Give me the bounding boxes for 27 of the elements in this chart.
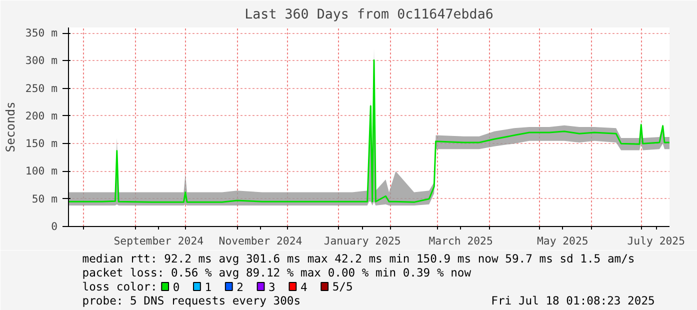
x-tick-label: November 2024 <box>218 234 302 248</box>
text: packet loss: 0.56 % avg 89.12 % max 0.00 % min 0.39 % now <box>82 266 472 280</box>
x-tick-label: January 2025 <box>324 234 401 248</box>
legend-label: 0 <box>172 280 180 294</box>
x-tick-label: May 2025 <box>536 234 588 248</box>
chart-title: Last 360 Days from 0c11647ebda6 <box>244 8 494 22</box>
legend-label: 1 <box>204 280 212 294</box>
y-tick-label: 350 m <box>25 26 58 40</box>
x-tick-label: July 2025 <box>627 234 686 248</box>
legend-label: 4 <box>300 280 308 294</box>
x-tick-label: March 2025 <box>428 234 493 248</box>
legend-label: 3 <box>268 280 276 294</box>
y-tick-label: 50 m <box>32 192 58 206</box>
y-tick-label: 150 m <box>25 137 58 150</box>
x-tick-label: September 2024 <box>114 234 204 248</box>
y-tick-label: 100 m <box>25 164 58 178</box>
y-tick-label: 200 m <box>25 109 58 122</box>
text: probe: 5 DNS requests every 300s <box>82 294 301 308</box>
legend-label: 2 <box>236 280 244 294</box>
text: median rtt: 92.2 ms avg 301.6 ms max 42.2 ms min 150.9 ms now 59.7 ms sd 1.5 am/s <box>82 252 635 266</box>
y-axis-title: Seconds <box>3 102 18 152</box>
text: Fri Jul 18 01:08:23 2025 <box>491 294 655 308</box>
legend-label: 5/5 <box>332 280 353 294</box>
legend-title: loss color: <box>82 280 158 294</box>
y-tick-label: 250 m <box>25 82 58 95</box>
y-tick-label: 0 <box>51 220 58 233</box>
y-tick-label: 300 m <box>25 54 58 68</box>
